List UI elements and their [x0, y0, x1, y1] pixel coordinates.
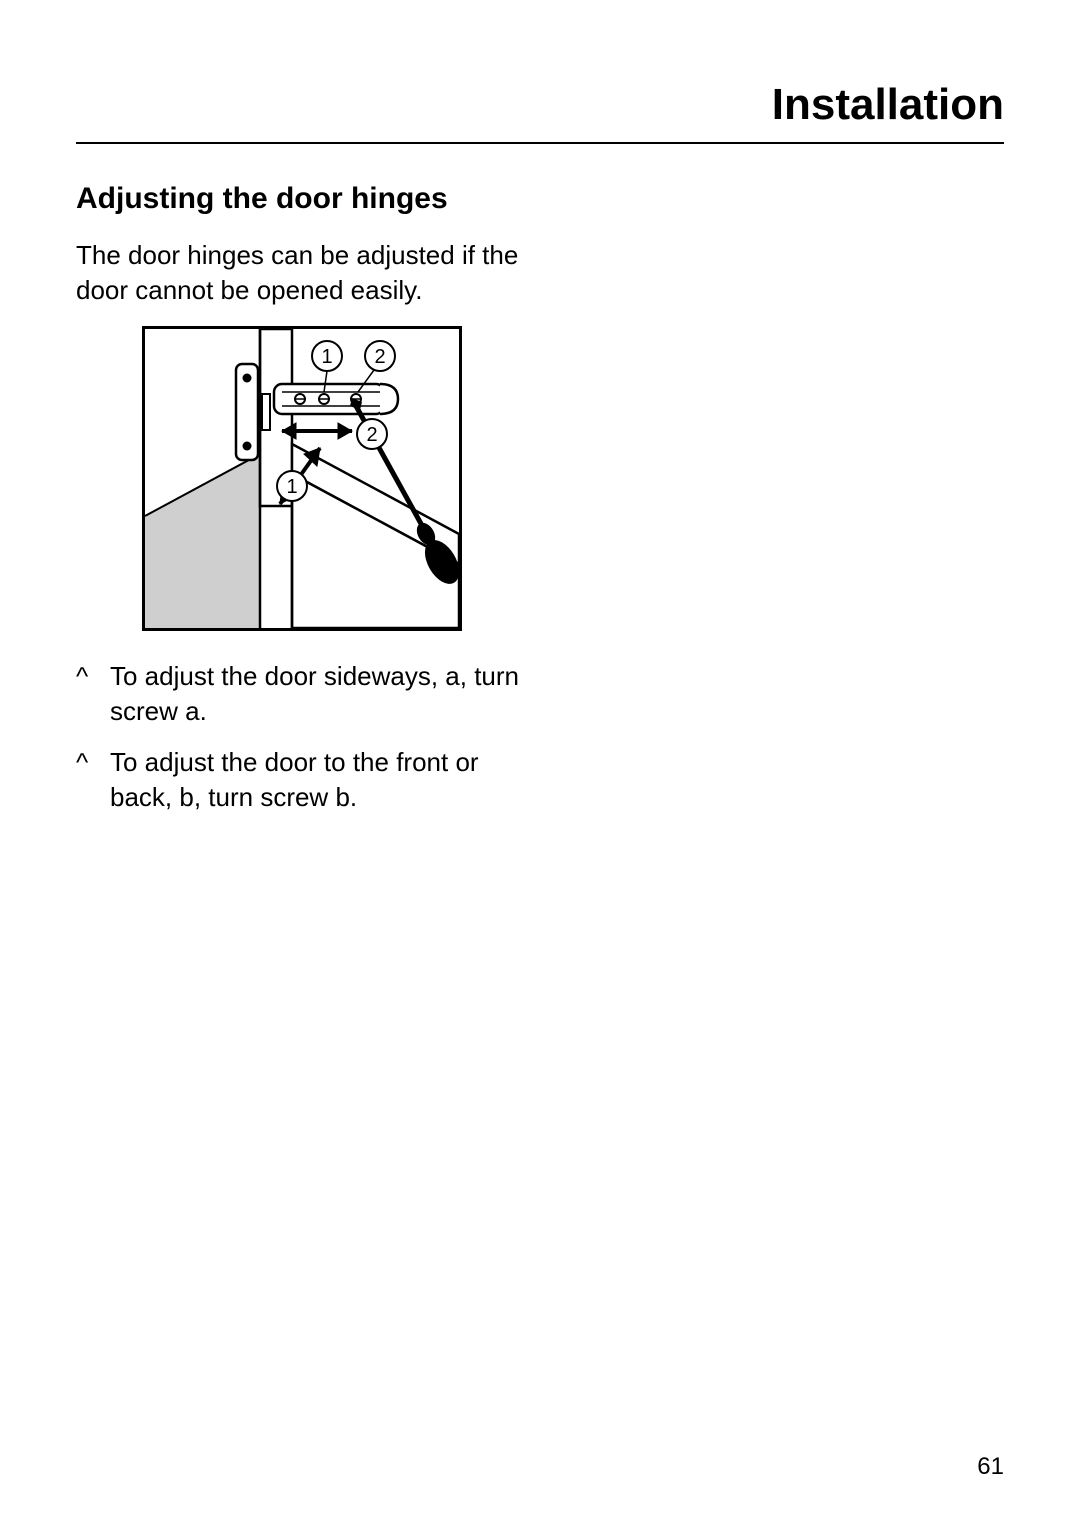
- step-text: To adjust the door sideways, a, turn scr…: [110, 659, 528, 729]
- step-list: ^ To adjust the door sideways, a, turn s…: [76, 659, 528, 815]
- section-heading: Adjusting the door hinges: [76, 182, 528, 216]
- callout-label: 1: [286, 476, 297, 498]
- callout-1-side: 1: [277, 471, 307, 501]
- step-pre: To adjust the door sideways,: [110, 661, 445, 691]
- section-intro-text: The door hinges can be adjusted if the d…: [76, 238, 528, 308]
- page-number: 61: [977, 1453, 1004, 1481]
- step-post: .: [350, 782, 357, 812]
- step-label: b: [335, 782, 349, 812]
- hinge-diagram: 1 2 2 1: [142, 326, 462, 631]
- step-caret-icon: ^: [76, 659, 110, 729]
- step-text: To adjust the door to the front or back,…: [110, 745, 528, 815]
- figure-container: 1 2 2 1: [76, 326, 528, 631]
- callout-label: 2: [374, 346, 385, 368]
- step-post: .: [200, 696, 207, 726]
- step-caret-icon: ^: [76, 745, 110, 815]
- manual-page: Installation Adjusting the door hinges T…: [0, 0, 1080, 1529]
- hinge-arm: [274, 384, 398, 414]
- step-mid: , turn screw: [194, 782, 336, 812]
- page-header-title: Installation: [76, 80, 1004, 144]
- content-column: Adjusting the door hinges The door hinge…: [76, 182, 528, 816]
- callout-2-side: 2: [357, 419, 387, 449]
- step-label: a: [445, 661, 459, 691]
- step-label: b: [179, 782, 193, 812]
- callout-label: 1: [321, 346, 332, 368]
- step-label: a: [185, 696, 199, 726]
- step-item: ^ To adjust the door sideways, a, turn s…: [76, 659, 528, 729]
- callout-label: 2: [366, 424, 377, 446]
- step-item: ^ To adjust the door to the front or bac…: [76, 745, 528, 815]
